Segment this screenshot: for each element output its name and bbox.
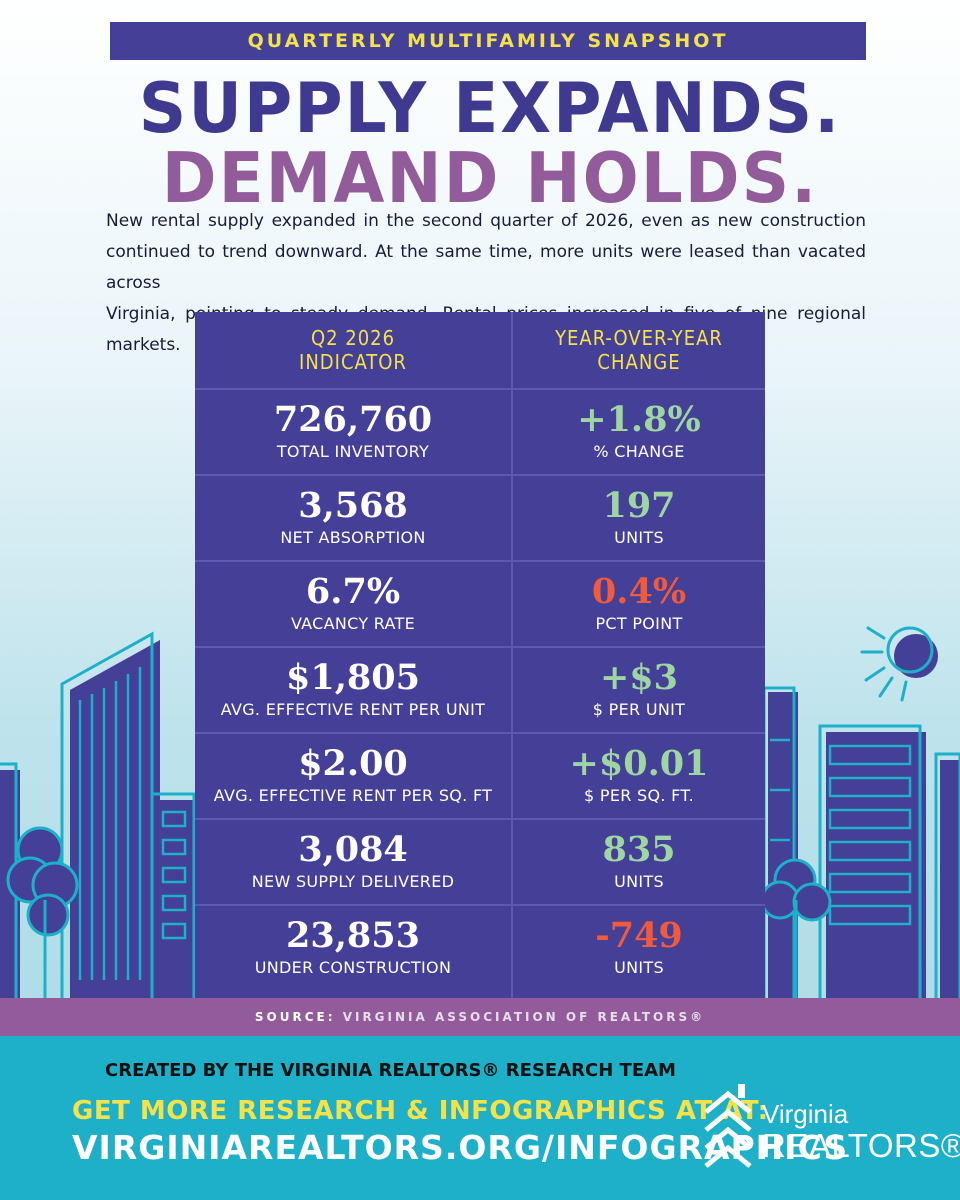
intro-line-2: continued to trend downward. At the same… [106, 242, 866, 293]
change-cell: 197 UNITS [513, 476, 765, 562]
indicator-cell: $2.00 AVG. EFFECTIVE RENT PER SQ. FT [195, 734, 511, 820]
source-bar: SOURCE: VIRGINIA ASSOCIATION OF REALTORS… [0, 998, 960, 1036]
change-value: 0.4% [591, 571, 687, 612]
column-divider [511, 312, 513, 998]
change-value: +$3 [599, 657, 679, 698]
logo-text-realtors: REALTORS® [762, 1127, 960, 1164]
indicator-cell: 6.7% VACANCY RATE [195, 562, 511, 648]
right-mid-building [762, 686, 798, 1000]
change-cell: 0.4% PCT POINT [513, 562, 765, 648]
indicator-label: TOTAL INVENTORY [276, 442, 430, 461]
indicator-value: $2.00 [298, 743, 408, 784]
change-cell: +1.8% % CHANGE [513, 390, 765, 476]
indicator-label: VACANCY RATE [290, 614, 416, 633]
indicator-value: $1,805 [286, 657, 420, 698]
indicator-cell: 23,853 UNDER CONSTRUCTION [195, 906, 511, 992]
source-text: VIRGINIA ASSOCIATION OF REALTORS® [342, 1010, 706, 1024]
change-label: % CHANGE [593, 442, 685, 461]
right-tree [760, 858, 832, 1000]
indicator-value: 3,084 [298, 829, 408, 870]
change-label: $ PER UNIT [592, 700, 686, 719]
change-label: UNITS [614, 958, 664, 977]
logo-text-virginia: Virginia [762, 1099, 849, 1129]
change-cell: 835 UNITS [513, 820, 765, 906]
change-value: +$0.01 [569, 743, 709, 784]
right-tall-building [818, 724, 926, 1000]
left-window-building [150, 792, 200, 1000]
virginia-realtors-logo[interactable]: Virginia REALTORS® [700, 1080, 960, 1170]
city-skyline-illustration [0, 626, 960, 1000]
indicator-value: 3,568 [298, 485, 408, 526]
table-row: $1,805 AVG. EFFECTIVE RENT PER UNIT +$3 … [195, 648, 765, 734]
header-change-line-1: YEAR-OVER-YEAR [555, 326, 723, 350]
house-stack-icon [704, 1084, 752, 1168]
change-value: -749 [595, 915, 683, 956]
left-tower-building [60, 631, 160, 1000]
indicator-label: NEW SUPPLY DELIVERED [251, 872, 455, 891]
indicator-label: UNDER CONSTRUCTION [254, 958, 452, 977]
indicator-cell: $1,805 AVG. EFFECTIVE RENT PER UNIT [195, 648, 511, 734]
header-indicator-line-2: INDICATOR [299, 350, 407, 374]
indicator-value: 726,760 [273, 399, 433, 440]
header-change-line-2: CHANGE [597, 350, 681, 374]
indicator-value: 6.7% [305, 571, 401, 612]
table-header: Q2 2026 INDICATOR YEAR-OVER-YEAR CHANGE [195, 312, 765, 390]
indicator-label: AVG. EFFECTIVE RENT PER UNIT [220, 700, 486, 719]
change-cell: -749 UNITS [513, 906, 765, 992]
table-row: 23,853 UNDER CONSTRUCTION -749 UNITS [195, 906, 765, 992]
change-value: 835 [602, 829, 676, 870]
table-row: 6.7% VACANCY RATE 0.4% PCT POINT [195, 562, 765, 648]
change-label: UNITS [614, 528, 664, 547]
indicator-table: Q2 2026 INDICATOR YEAR-OVER-YEAR CHANGE … [195, 312, 765, 998]
table-row: 726,760 TOTAL INVENTORY +1.8% % CHANGE [195, 390, 765, 476]
indicator-cell: 3,084 NEW SUPPLY DELIVERED [195, 820, 511, 906]
header-indicator: Q2 2026 INDICATOR [195, 326, 511, 374]
sun-icon [860, 626, 938, 702]
change-cell: +$3 $ PER UNIT [513, 648, 765, 734]
intro-line-1: New rental supply expanded in the second… [106, 211, 866, 231]
footer: CREATED BY THE VIRGINIA REALTORS® RESEAR… [0, 1036, 960, 1200]
infographics-link[interactable]: VIRGINIAREALTORS.ORG/INFOGRAPHICS [72, 1128, 849, 1167]
table-row: $2.00 AVG. EFFECTIVE RENT PER SQ. FT +$0… [195, 734, 765, 820]
cta-line: GET MORE RESEARCH & INFOGRAPHICS AT AT: [72, 1096, 769, 1126]
change-value: 197 [602, 485, 676, 526]
table-row: 3,084 NEW SUPPLY DELIVERED 835 UNITS [195, 820, 765, 906]
change-label: UNITS [614, 872, 664, 891]
indicator-cell: 3,568 NET ABSORPTION [195, 476, 511, 562]
change-label: PCT POINT [595, 614, 683, 633]
indicator-cell: 726,760 TOTAL INVENTORY [195, 390, 511, 476]
top-banner: QUARTERLY MULTIFAMILY SNAPSHOT [110, 22, 866, 60]
credit-line: CREATED BY THE VIRGINIA REALTORS® RESEAR… [105, 1060, 676, 1081]
header-indicator-line-1: Q2 2026 [310, 326, 396, 350]
indicator-value: 23,853 [286, 915, 420, 956]
left-tree [6, 826, 79, 1000]
indicator-label: NET ABSORPTION [280, 528, 426, 547]
headline-line-2: DEMAND HOLDS. [161, 138, 819, 219]
source-label: SOURCE: [254, 1010, 336, 1024]
indicator-label: AVG. EFFECTIVE RENT PER SQ. FT [213, 786, 493, 805]
table-row: 3,568 NET ABSORPTION 197 UNITS [195, 476, 765, 562]
headline-line-1: SUPPLY EXPANDS. [138, 68, 842, 149]
change-cell: +$0.01 $ PER SQ. FT. [513, 734, 765, 820]
change-label: $ PER SQ. FT. [584, 786, 694, 805]
change-value: +1.8% [577, 399, 701, 440]
right-edge-building [934, 752, 960, 1000]
header-change: YEAR-OVER-YEAR CHANGE [513, 326, 765, 374]
